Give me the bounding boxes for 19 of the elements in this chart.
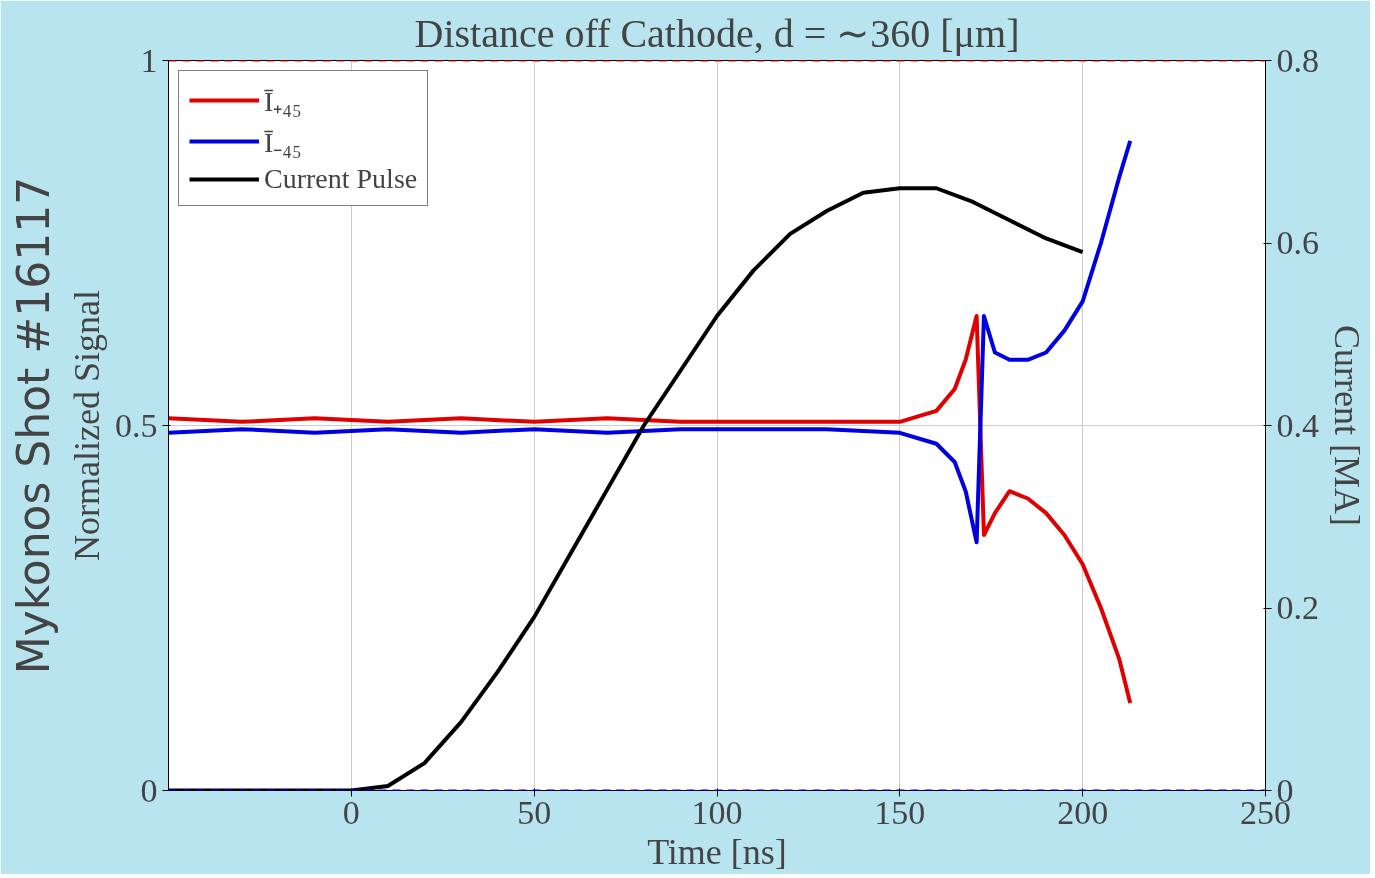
y2-tick-label: 0.2 (1276, 589, 1319, 626)
chart-title: Distance off Cathode, d = ∼360 [μm] (414, 10, 1020, 56)
x-tick-label: 100 (691, 793, 743, 831)
y-tick-label: 1 (140, 41, 158, 79)
y-axis-title: Normalized Signal (67, 290, 107, 561)
legend-label: Ī₊₄₅ (264, 85, 302, 119)
legend-label: Ī₋₄₅ (264, 126, 302, 160)
y2-tick-label: 0.8 (1276, 41, 1319, 79)
x-tick-label: 50 (517, 793, 552, 831)
x-tick-label: 200 (1057, 793, 1109, 831)
x-axis-title: Time [ns] (647, 831, 787, 872)
y-tick-label: 0.5 (115, 406, 158, 444)
text: Mykonos Shot #16117 (7, 176, 59, 675)
legend-label: Current Pulse (264, 163, 418, 195)
y2-tick-label: 0.6 (1276, 224, 1319, 261)
x-tick-label: 150 (874, 793, 926, 831)
x-tick-label: 0 (342, 793, 360, 831)
y2-tick-label: 0.4 (1276, 406, 1319, 444)
y2-axis-title: Current [MA] (1327, 325, 1367, 526)
